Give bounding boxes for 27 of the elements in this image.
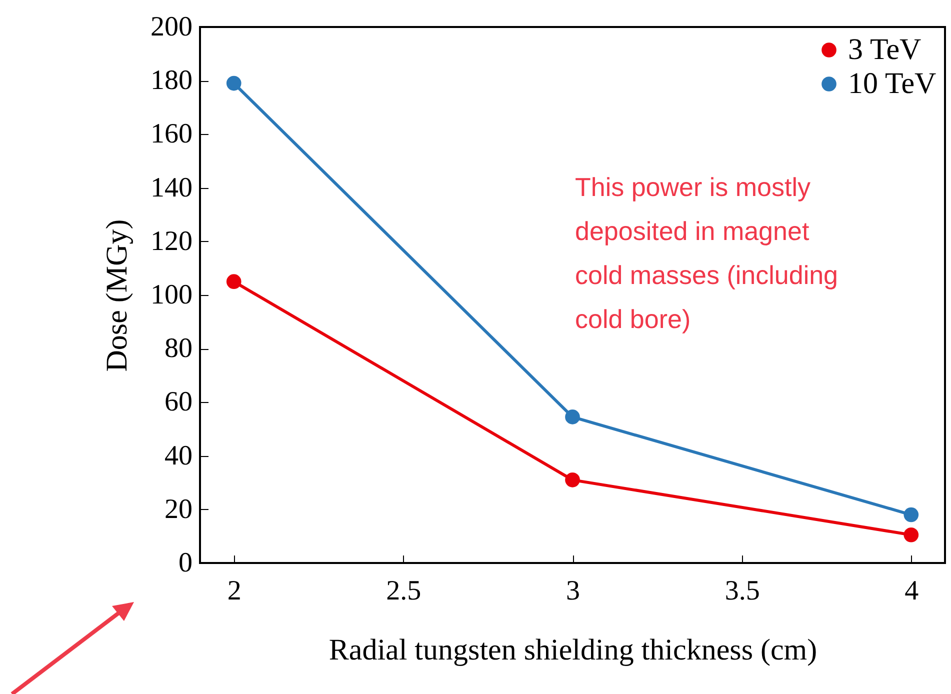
x-tick-label: 3: [566, 576, 580, 606]
y-tick-label: 160: [150, 118, 192, 150]
point: [226, 76, 242, 91]
point: [904, 527, 919, 542]
legend-label: 3 TeV: [848, 33, 922, 66]
y-tick-label: 200: [150, 12, 192, 42]
y-tick-label: 0: [178, 548, 192, 578]
x-axis-title: Radial tungsten shielding thickness (cm): [328, 634, 818, 666]
y-tick-label: 180: [150, 65, 192, 96]
x-tick-label: 2: [227, 576, 242, 606]
y-tick-label: 140: [150, 172, 192, 204]
x-tick-label: 2.5: [386, 576, 422, 606]
y-axis-title: Dose (MGy): [100, 219, 134, 372]
legend-label: 10 TeV: [848, 67, 937, 100]
x-tick-label: 3.5: [724, 576, 760, 606]
y-tick-label: 80: [164, 333, 192, 364]
x-tick-label: 4: [904, 576, 919, 606]
y-tick-label: 120: [150, 226, 192, 257]
annotation: This power is mostly deposited in magnet cold masses (including cold bore): [575, 172, 838, 334]
point: [565, 472, 580, 488]
point: [565, 410, 580, 424]
point: [226, 274, 242, 289]
y-tick-label: 60: [164, 386, 192, 418]
point: [904, 507, 919, 522]
y-tick-label: 20: [164, 494, 192, 525]
y-tick-label: 40: [164, 440, 192, 472]
y-tick-label: 100: [150, 280, 192, 310]
